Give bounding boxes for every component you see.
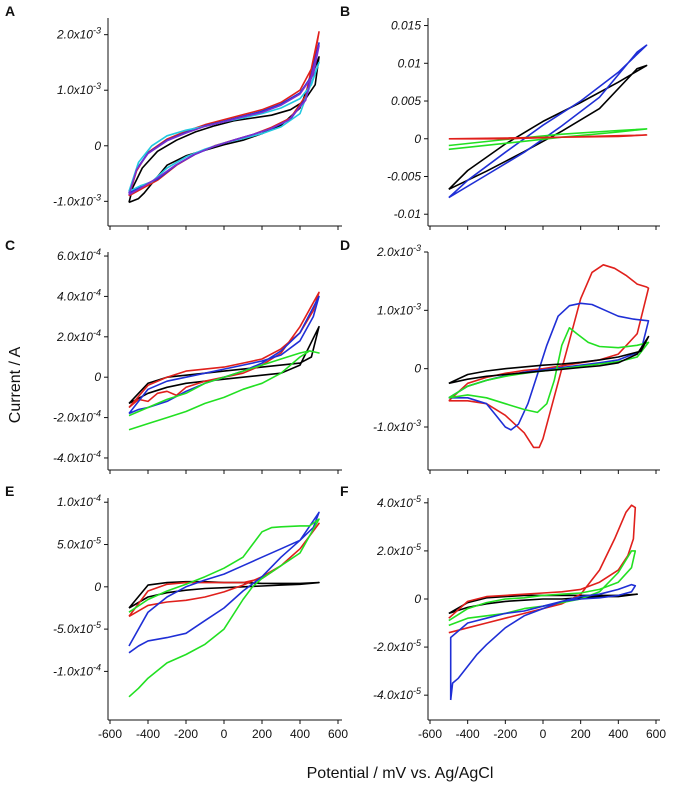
panels-group: A 2.0x10-3 1.0x10-3 0 -1.0x10-3 B 0.015 0.01 0.0… — [5, 3, 666, 741]
panel-label-b: B — [340, 3, 350, 19]
y-tick-label: 0 — [414, 132, 421, 146]
y-tick-label: -2.0x10-5 — [373, 638, 422, 654]
y-tick-label: 0.015 — [391, 19, 421, 33]
y-tick-label: 6.0x10-4 — [57, 247, 101, 263]
x-tick-label: -600 — [98, 727, 122, 741]
series-black-curve — [448, 335, 650, 385]
x-tick-label: -600 — [418, 727, 442, 741]
series-red-curve — [128, 31, 320, 197]
series-blue-curve — [449, 583, 637, 701]
x-axis-label: Potential / mV vs. Ag/AgCl — [307, 765, 494, 782]
panel-label-f: F — [340, 483, 349, 499]
x-tick-label: -200 — [493, 727, 517, 741]
y-tick-label: 0.005 — [391, 94, 421, 108]
y-tick-label: 1.0x10-3 — [57, 81, 101, 97]
panel-label-e: E — [5, 483, 14, 499]
y-tick-label: -1.0x10-3 — [53, 192, 101, 208]
series-blue-curve — [448, 302, 650, 431]
series-green-curve — [128, 518, 320, 698]
y-tick-label: 0 — [414, 362, 421, 376]
y-tick-label: 0.01 — [398, 56, 421, 70]
y-tick-label: 5.0x10-5 — [57, 536, 102, 552]
y-tick-label: 4.0x10-4 — [57, 287, 101, 303]
y-tick-label: 1.0x10-3 — [377, 301, 421, 317]
series-blue-curve — [128, 295, 320, 415]
panel-e: E 1.0x10-4 5.0x10-5 0 -5.0x10-5 -1.0x10-4 -600… — [5, 483, 348, 741]
y-tick-label: -0.005 — [387, 169, 421, 183]
series-red-curve — [448, 134, 648, 140]
y-axis-label: Current / A — [7, 346, 24, 423]
y-tick-label: 2.0x10-4 — [56, 328, 101, 344]
series-red-curve — [448, 504, 637, 634]
x-tick-label: -200 — [174, 727, 198, 741]
panel-f: F 4.0x10-5 2.0x10-5 0 -2.0x10-5 -4.0x10-5 -600… — [340, 483, 666, 741]
panel-label-c: C — [5, 237, 15, 253]
series-black-curve — [448, 64, 648, 191]
series-black-curve — [448, 593, 638, 615]
y-tick-label: 0 — [94, 580, 101, 594]
x-tick-label: 600 — [328, 727, 348, 741]
series-green-curve — [448, 550, 637, 627]
y-tick-label: 4.0x10-5 — [377, 494, 422, 510]
x-tick-label: -400 — [136, 727, 160, 741]
y-tick-label: 1.0x10-4 — [57, 493, 101, 509]
series-red-curve — [448, 264, 650, 449]
series-black-curve — [128, 325, 320, 405]
panel-c: C 6.0x10-4 4.0x10-4 2.0x10-4 0 -2.0x10-4 -4.0x… — [5, 237, 342, 474]
panel-label-a: A — [5, 3, 15, 19]
series-black-curve — [128, 56, 320, 204]
series-red-curve — [128, 522, 320, 618]
series-red-curve — [128, 291, 320, 409]
panel-label-d: D — [340, 237, 350, 253]
y-tick-label: -5.0x10-5 — [53, 620, 102, 636]
y-tick-label: -2.0x10-4 — [53, 409, 101, 425]
x-tick-label: 600 — [646, 727, 666, 741]
panel-d: D 2.0x10-3 1.0x10-3 0 -1.0x10-3 — [340, 237, 660, 474]
x-tick-label: 0 — [540, 727, 547, 741]
series-blue-curve — [128, 511, 320, 654]
y-tick-label: 2.0x10-3 — [376, 243, 421, 259]
x-tick-label: 0 — [221, 727, 228, 741]
y-tick-label: -1.0x10-4 — [53, 662, 101, 678]
y-tick-label: 2.0x10-5 — [376, 542, 422, 558]
series-blue-curve — [448, 44, 648, 199]
y-tick-label: 0 — [94, 370, 101, 384]
y-tick-label: 0 — [414, 592, 421, 606]
y-tick-label: 2.0x10-3 — [56, 26, 101, 42]
y-tick-label: -4.0x10-4 — [53, 449, 101, 465]
y-tick-label: -4.0x10-5 — [373, 686, 422, 702]
x-tick-label: 200 — [571, 727, 591, 741]
y-tick-label: 0 — [94, 139, 101, 153]
y-tick-label: -1.0x10-3 — [373, 418, 421, 434]
series-purple-curve — [128, 45, 320, 196]
series-green-curve — [128, 350, 320, 431]
x-tick-label: 200 — [252, 727, 272, 741]
y-tick-label: -0.01 — [394, 207, 421, 221]
x-tick-label: -400 — [456, 727, 480, 741]
panel-a: A 2.0x10-3 1.0x10-3 0 -1.0x10-3 — [5, 3, 342, 230]
x-tick-label: 400 — [608, 727, 628, 741]
series-cyan-curve — [128, 61, 320, 193]
panel-b: B 0.015 0.01 0.005 0 -0.005 -0.01 — [340, 3, 660, 230]
x-tick-label: 400 — [290, 727, 310, 741]
